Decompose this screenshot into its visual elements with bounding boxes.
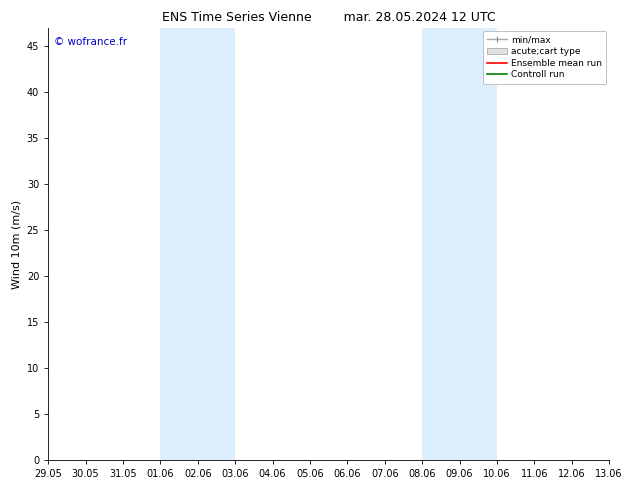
Bar (422, 28, 497, 460)
Bar (160, 28, 235, 460)
Y-axis label: Wind 10m (m/s): Wind 10m (m/s) (11, 199, 21, 289)
Title: ENS Time Series Vienne        mar. 28.05.2024 12 UTC: ENS Time Series Vienne mar. 28.05.2024 1… (162, 11, 496, 24)
Legend: min/max, acute;cart type, Ensemble mean run, Controll run: min/max, acute;cart type, Ensemble mean … (483, 31, 607, 84)
Text: © wofrance.fr: © wofrance.fr (54, 37, 127, 47)
